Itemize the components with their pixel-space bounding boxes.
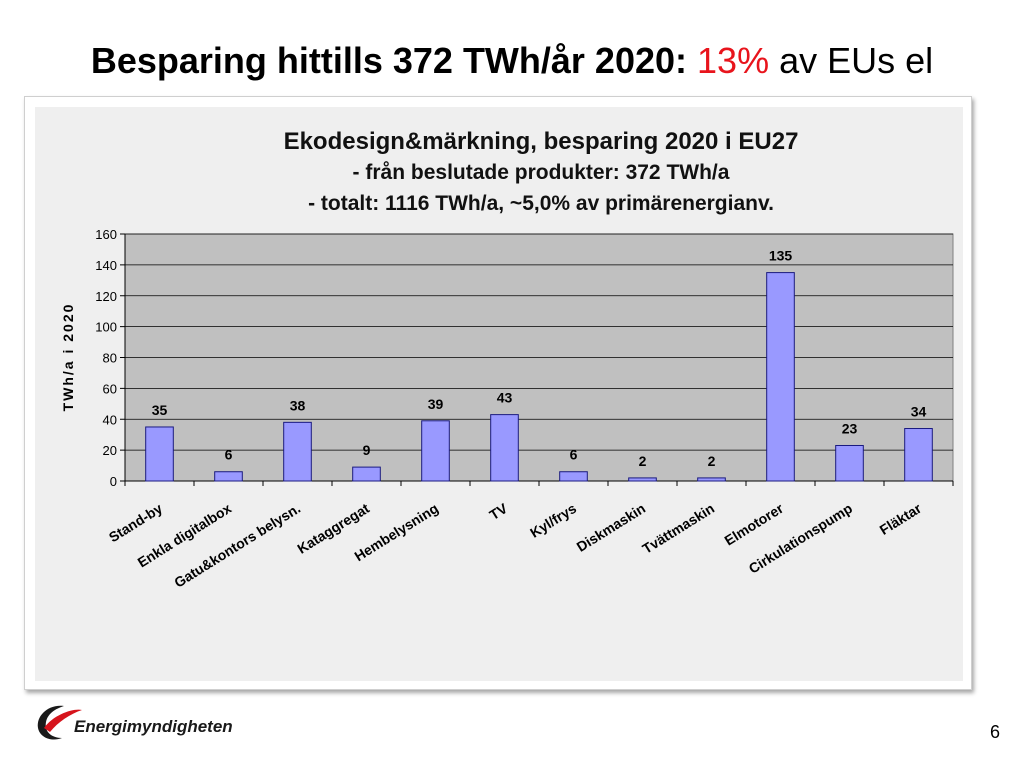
y-tick-label: 40: [103, 412, 117, 427]
y-tick-label: 60: [103, 381, 117, 396]
y-tick-label: 160: [95, 227, 117, 242]
y-tick-label: 120: [95, 289, 117, 304]
chart-area: Ekodesign&märkning, besparing 2020 i EU2…: [35, 107, 963, 681]
data-label: 23: [842, 420, 858, 436]
y-tick-label: 100: [95, 320, 117, 335]
axes: 0 20 40 60 80 100 120 140 160: [95, 227, 954, 489]
category-label: TV: [486, 500, 510, 523]
page-number: 6: [989, 722, 1000, 742]
category-label: Gatu&kontors belysn.: [171, 500, 303, 591]
bar: [352, 466, 381, 482]
bar-chart: Ekodesign&märkning, besparing 2020 i EU2…: [60, 128, 954, 591]
data-label: 34: [911, 404, 927, 420]
chart-title-line-3: - totalt: 1116 TWh/a, ~5,0% av primärene…: [308, 192, 774, 215]
y-tick-label: 20: [103, 443, 117, 458]
slide-title-highlight: 13%: [697, 40, 770, 81]
data-label: 2: [708, 453, 716, 469]
chart-title-line-2: - från beslutade produkter: 372 TWh/a: [353, 161, 730, 184]
bar: [904, 428, 933, 482]
slide-title-main: Besparing hittills 372 TWh/år 2020:: [90, 40, 688, 81]
y-axis-label: TWh/a i 2020: [60, 303, 76, 412]
data-label: 9: [363, 442, 371, 458]
data-label: 35: [152, 402, 168, 418]
data-label: 135: [769, 248, 793, 264]
bar: [214, 471, 243, 482]
bar: [490, 414, 519, 482]
slide-title: Besparing hittills 372 TWh/år 2020: 13% …: [0, 40, 1024, 82]
bar: [283, 421, 312, 482]
category-label: Tvättmaskin: [639, 500, 717, 557]
data-label: 2: [639, 453, 647, 469]
chart-frame: Ekodesign&märkning, besparing 2020 i EU2…: [24, 96, 972, 690]
bar: [766, 272, 795, 482]
category-label: Diskmaskin: [574, 500, 648, 555]
bar: [628, 477, 657, 482]
bar: [559, 471, 588, 482]
data-label: 6: [225, 447, 233, 463]
bar: [697, 477, 726, 482]
energimyndigheten-logo: Energimyndigheten: [34, 700, 234, 744]
logo-text: Energimyndigheten: [74, 717, 233, 736]
data-label: 6: [570, 447, 578, 463]
category-label: Elmotorer: [722, 500, 787, 549]
data-label: 43: [497, 390, 513, 406]
bar: [145, 426, 174, 482]
bar: [835, 444, 864, 482]
y-tick-label: 140: [95, 258, 117, 273]
category-label: Kyl/frys: [527, 500, 579, 541]
logo-swoosh-icon: [37, 705, 64, 740]
data-labels: 35 6 38 9 39 43 6 2 2 135 23 34: [152, 248, 927, 469]
chart-title-line-1: Ekodesign&märkning, besparing 2020 i EU2…: [284, 128, 799, 155]
category-label: Stand-by: [106, 500, 165, 545]
data-label: 39: [428, 396, 444, 412]
category-label: Fläktar: [877, 500, 925, 538]
data-label: 38: [290, 397, 306, 413]
y-tick-label: 80: [103, 351, 117, 366]
bar: [421, 420, 450, 482]
y-tick-label: 0: [110, 474, 117, 489]
slide-title-suffix: av EUs el: [779, 40, 934, 81]
bars: [145, 272, 933, 482]
